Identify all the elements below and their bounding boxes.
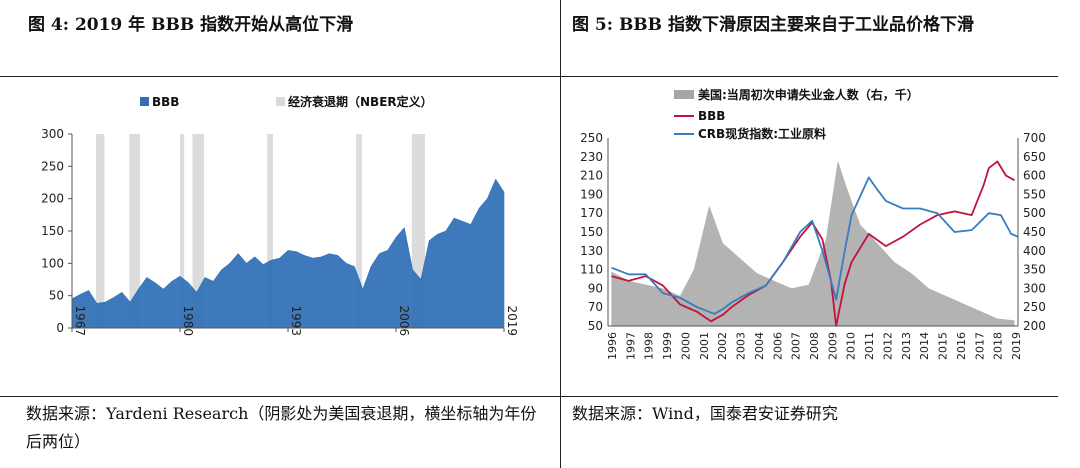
y-right-tick-label: 200 [1023, 319, 1046, 333]
x-tick-label: 2008 [808, 332, 821, 360]
legend-label-crb: CRB现货指数:工业原料 [698, 126, 826, 141]
crb-line-series [611, 176, 1019, 315]
x-tick-label: 1967 [73, 305, 87, 336]
bbb-index-chart: BBB 经济衰退期（NBER定义） 0 50 100 150 200 250 300 1967 19… [41, 94, 519, 336]
bbb-crb-claims-chart: 美国:当周初次申请失业金人数（右，千） BBB CRB现货指数:工业原料 50 70 90… [580, 87, 1046, 360]
y-left-tick-label: 90 [588, 281, 603, 295]
x-tick-label: 2009 [826, 332, 839, 360]
y-right-tick-label: 450 [1023, 225, 1046, 239]
recession-band [267, 134, 274, 328]
x-tick-label: 2016 [955, 332, 968, 360]
x-tick-label: 2015 [937, 332, 950, 360]
x-tick-label: 2003 [735, 332, 748, 360]
x-tick-label: 2002 [716, 332, 729, 360]
recession-band [356, 134, 362, 328]
x-tick-label: 1998 [643, 332, 656, 360]
x-tick-label: 1997 [624, 332, 637, 360]
legend-swatch-bbb [140, 97, 149, 106]
right-source-note: 数据来源：Wind，国泰君安证券研究 [572, 404, 838, 423]
x-tick-label: 1996 [606, 332, 619, 360]
left-panel-title: 图 4: 2019 年 BBB 指数开始从高位下滑 [28, 15, 354, 35]
bbb-area-series [71, 178, 505, 329]
x-tick-label: 2019 [505, 305, 519, 336]
x-tick-label: 2014 [918, 332, 931, 360]
y-right-tick-label: 500 [1023, 206, 1046, 220]
y-tick-label: 250 [41, 159, 64, 173]
legend-label-recession: 经济衰退期（NBER定义） [288, 94, 433, 109]
claims-area-series [611, 160, 1015, 326]
legend-swatch-claims [674, 90, 694, 99]
x-tick-label: 2017 [973, 332, 986, 360]
x-tick-label: 2006 [771, 332, 784, 360]
y-left-tick-label: 110 [580, 263, 603, 277]
y-left-tick-label: 50 [588, 319, 603, 333]
x-tick-label: 2006 [397, 305, 411, 336]
y-tick-label: 50 [49, 289, 64, 303]
y-right-tick-label: 650 [1023, 150, 1046, 164]
source-rule [0, 396, 1058, 397]
x-tick-label: 2018 [992, 332, 1005, 360]
legend-label-bbb: BBB [698, 109, 725, 123]
y-left-tick-label: 130 [580, 244, 603, 258]
y-left-tick-label: 210 [580, 169, 603, 183]
x-tick-label: 2013 [900, 332, 913, 360]
x-tick-label: 1980 [181, 305, 195, 336]
y-right-tick-label: 700 [1023, 131, 1046, 145]
recession-band [180, 134, 185, 328]
y-left-tick-label: 250 [580, 131, 603, 145]
recession-band [96, 134, 105, 328]
y-right-tick-label: 550 [1023, 187, 1046, 201]
title-rule-right [561, 76, 1058, 77]
y-tick-label: 150 [41, 224, 64, 238]
y-left-tick-label: 70 [588, 300, 603, 314]
legend-label-bbb: BBB [152, 95, 179, 109]
recession-band [192, 134, 205, 328]
y-left-tick-label: 230 [580, 150, 603, 164]
y-right-tick-label: 300 [1023, 281, 1046, 295]
y-tick-label: 0 [56, 321, 64, 335]
panel-divider [560, 0, 561, 468]
y-tick-label: 300 [41, 127, 64, 141]
y-tick-label: 100 [41, 256, 64, 270]
x-tick-label: 2019 [1010, 332, 1023, 360]
left-source-note: 数据来源：Yardeni Research（阴影处为美国衰退期，横坐标轴为年份后… [26, 404, 537, 451]
y-right-tick-label: 250 [1023, 300, 1046, 314]
x-tick-label: 2010 [845, 332, 858, 360]
legend-swatch-recession [276, 97, 285, 106]
x-tick-label: 2004 [753, 332, 766, 360]
title-rule-left [0, 76, 560, 77]
y-left-tick-label: 190 [580, 187, 603, 201]
y-right-tick-label: 600 [1023, 169, 1046, 183]
y-left-tick-label: 150 [580, 225, 603, 239]
x-tick-label: 1993 [289, 305, 303, 336]
x-tick-label: 2001 [698, 332, 711, 360]
y-tick-label: 200 [41, 192, 64, 206]
x-tick-label: 2000 [679, 332, 692, 360]
recession-band [129, 134, 141, 328]
x-tick-label: 2011 [863, 332, 876, 360]
right-panel-title: 图 5: BBB 指数下滑原因主要来自于工业品价格下滑 [572, 15, 974, 35]
x-tick-label: 2012 [881, 332, 894, 360]
y-right-tick-label: 350 [1023, 263, 1046, 277]
x-tick-label: 1999 [661, 332, 674, 360]
y-right-tick-label: 400 [1023, 244, 1046, 258]
x-tick-label: 2007 [790, 332, 803, 360]
legend-label-claims: 美国:当周初次申请失业金人数（右，千） [698, 87, 919, 102]
y-left-tick-label: 170 [580, 206, 603, 220]
